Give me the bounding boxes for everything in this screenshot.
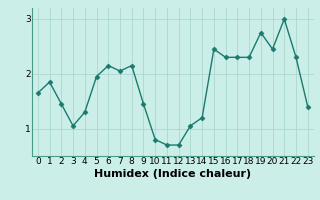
X-axis label: Humidex (Indice chaleur): Humidex (Indice chaleur)	[94, 169, 252, 179]
